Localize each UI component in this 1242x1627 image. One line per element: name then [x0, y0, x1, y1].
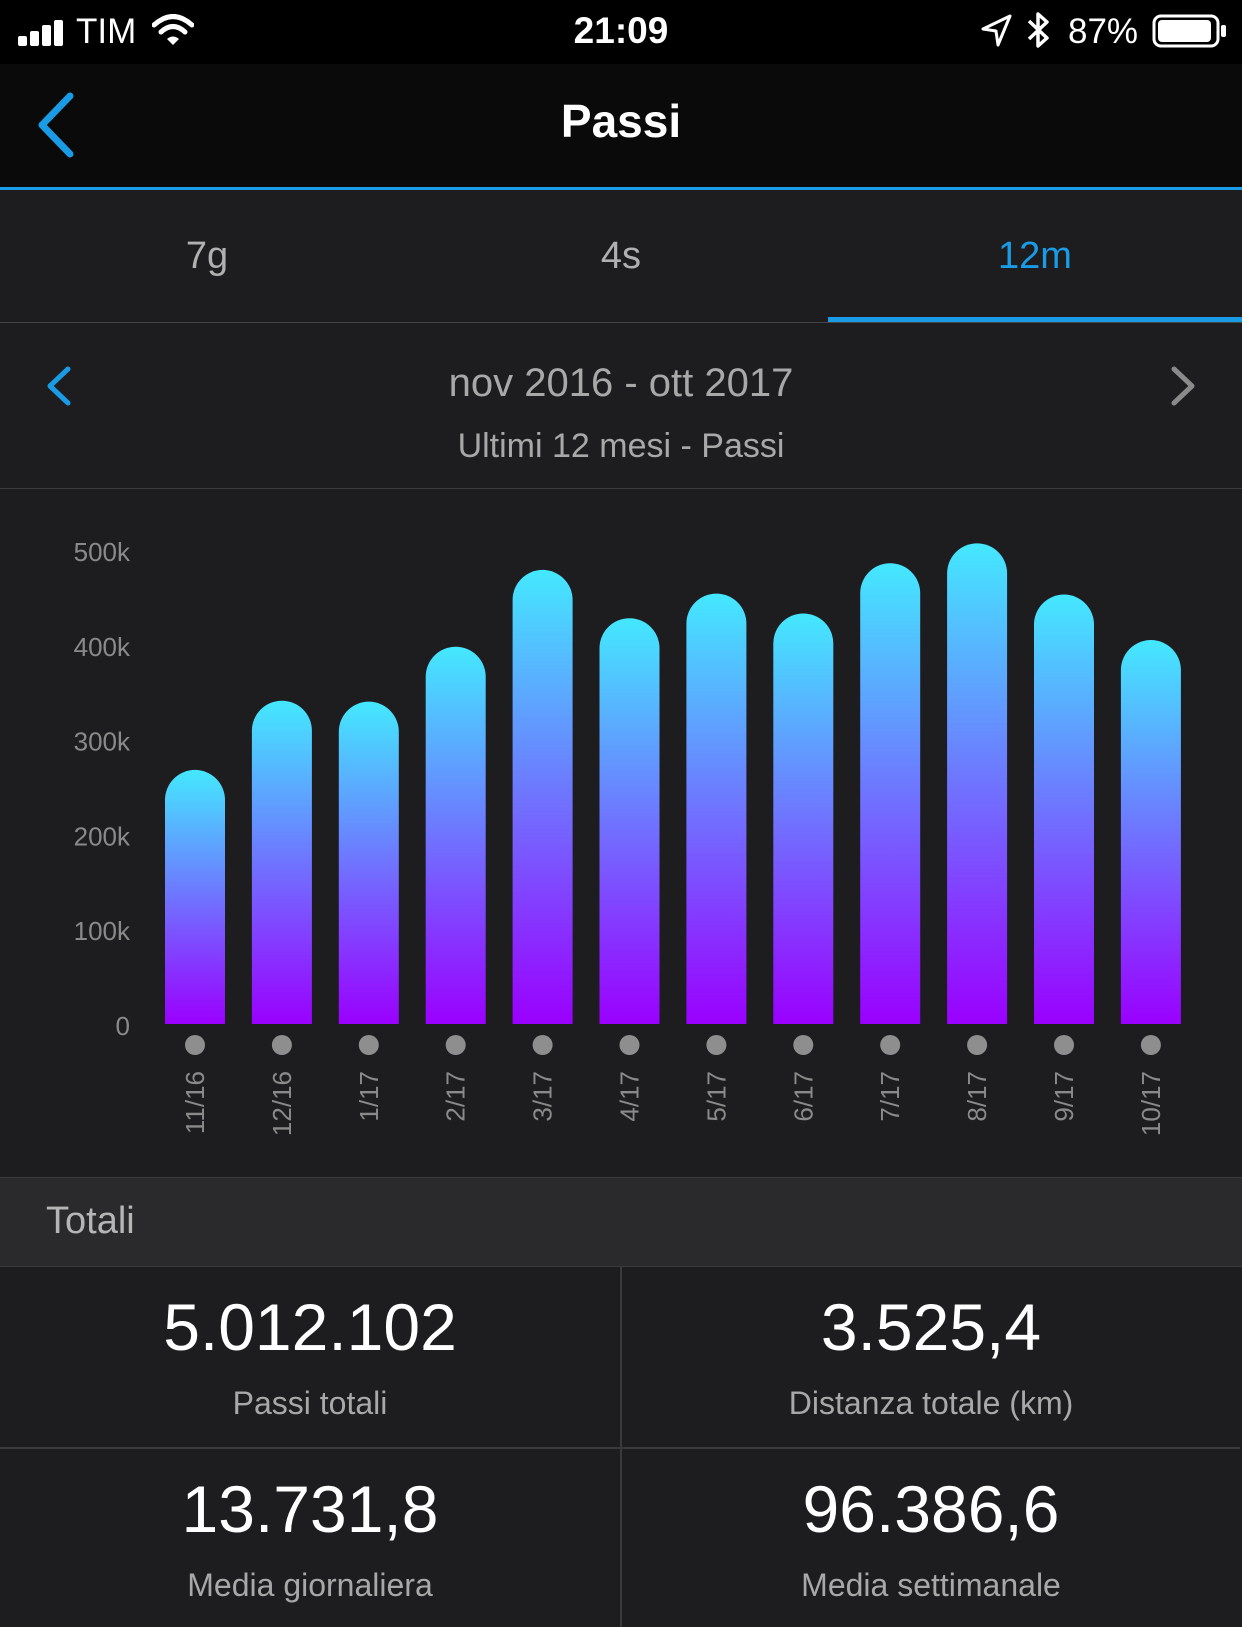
x-tick-label: 8/17 [962, 1071, 992, 1122]
bar-10-17[interactable] [1120, 640, 1181, 1024]
stat-label: Media giornaliera [187, 1567, 433, 1603]
totals-grid: 5.012.102 Passi totali 3.525,4 Distanza … [0, 1267, 1242, 1627]
x-tick-dot [271, 1035, 292, 1055]
signal-icon [18, 20, 63, 46]
bar-5-17[interactable] [686, 593, 747, 1024]
period-navigator: nov 2016 - ott 2017 Ultimi 12 mesi - Pas… [0, 323, 1242, 489]
battery-icon [1152, 14, 1226, 48]
nav-bar: Passi [0, 64, 1242, 190]
x-tick-label: 7/17 [875, 1071, 905, 1122]
x-tick-label: 6/17 [788, 1071, 818, 1122]
stat-value: 5.012.102 [163, 1290, 457, 1364]
status-time: 21:09 [573, 10, 669, 51]
y-tick-label: 300k [74, 727, 131, 757]
stat-weekly-average: 96.386,6 Media settimanale [620, 1447, 1240, 1627]
bar-4-17[interactable] [599, 618, 660, 1024]
y-tick-label: 200k [74, 821, 131, 851]
bar-8-17[interactable] [947, 543, 1008, 1024]
page-title: Passi [560, 95, 682, 147]
y-tick-label: 0 [116, 1011, 130, 1041]
chevron-right-icon [1171, 366, 1195, 406]
x-tick-dot [793, 1035, 814, 1055]
totals-title: Totali [46, 1200, 135, 1242]
tab-7g[interactable]: 7g [185, 235, 229, 277]
x-tick-dot [358, 1035, 379, 1055]
x-tick-label: 12/16 [267, 1071, 297, 1136]
bar-1-17[interactable] [338, 701, 399, 1024]
period-subtitle: Ultimi 12 mesi - Passi [457, 427, 785, 465]
x-tick-dot [880, 1035, 901, 1055]
bar-2-17[interactable] [425, 646, 486, 1024]
x-tick-dot [445, 1035, 466, 1055]
stat-daily-average: 13.731,8 Media giornaliera [0, 1447, 620, 1627]
x-tick-dot [1140, 1035, 1161, 1055]
stat-total-steps: 5.012.102 Passi totali [0, 1267, 620, 1447]
y-tick-label: 500k [74, 537, 131, 567]
steps-chart: 0 100k 200k 300k 400k 500k 11/16 12/16 1/17 2/17… [0, 489, 1242, 1177]
stat-total-distance: 3.525,4 Distanza totale (km) [620, 1267, 1240, 1447]
x-tick-dot [532, 1035, 553, 1055]
x-tick-label: 4/17 [615, 1071, 645, 1122]
wifi-icon [152, 14, 194, 45]
x-tick-dot [185, 1035, 205, 1055]
x-tick-dot [967, 1035, 988, 1055]
previous-period-button[interactable] [40, 361, 80, 411]
stat-label: Distanza totale (km) [788, 1385, 1074, 1421]
y-tick-label: 100k [74, 916, 131, 946]
x-tick-dot [619, 1035, 640, 1055]
bluetooth-icon [1027, 12, 1049, 48]
carrier-name: TIM [76, 12, 137, 51]
bar-9-17[interactable] [1034, 594, 1094, 1024]
back-button[interactable] [30, 90, 90, 160]
status-bar: TIM 21:09 87% [0, 0, 1242, 64]
location-icon [981, 14, 1012, 47]
battery-percent: 87% [1068, 12, 1139, 51]
x-tick-label: 5/17 [701, 1071, 731, 1122]
totals-header: Totali [0, 1177, 1242, 1267]
x-tick-label: 3/17 [528, 1071, 558, 1122]
bar-6-17[interactable] [773, 613, 834, 1024]
x-tick-label: 10/17 [1136, 1071, 1166, 1136]
stat-label: Media settimanale [801, 1567, 1061, 1603]
x-tick-label: 2/17 [441, 1071, 471, 1122]
bar-chart: 0 100k 200k 300k 400k 500k 11/16 12/16 1/17 2/17… [74, 537, 1181, 1136]
period-range: nov 2016 - ott 2017 [448, 361, 794, 405]
y-tick-label: 400k [74, 632, 131, 662]
bar-12-16[interactable] [251, 700, 312, 1024]
stat-label: Passi totali [232, 1385, 388, 1421]
tab-12m[interactable]: 12m [828, 190, 1242, 322]
stat-value: 3.525,4 [820, 1290, 1042, 1364]
x-tick-label: 9/17 [1049, 1071, 1079, 1122]
tab-4s[interactable]: 4s [600, 235, 642, 277]
next-period-button[interactable] [1162, 361, 1202, 411]
x-tick-dot [706, 1035, 727, 1055]
x-tick-label: 1/17 [354, 1071, 384, 1122]
x-tick-label: 11/16 [180, 1071, 210, 1134]
chevron-left-icon [47, 366, 71, 406]
period-tabs: 7g 4s 12m [0, 190, 1242, 323]
bar-7-17[interactable] [860, 563, 921, 1024]
bar-11-16[interactable] [165, 769, 226, 1024]
bar-3-17[interactable] [512, 569, 573, 1024]
x-tick-dot [1054, 1035, 1074, 1055]
stat-value: 96.386,6 [802, 1472, 1060, 1546]
stat-value: 13.731,8 [181, 1472, 439, 1546]
chevron-left-icon [38, 92, 74, 158]
